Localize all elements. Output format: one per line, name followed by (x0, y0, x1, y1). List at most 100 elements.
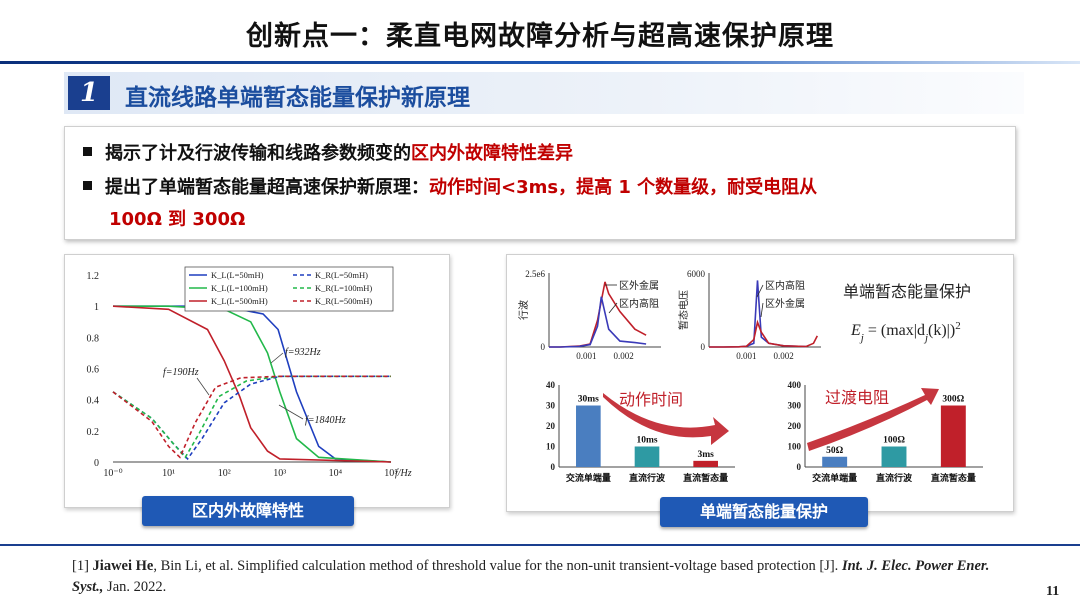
right-chart-panel: 2.5e6 0 行波 0.001 0.002 区外金属 区内高阻 6000 0 暂态电压 0.001… (506, 254, 1014, 512)
frequency-response-chart: 0 0.2 0.4 0.6 0.8 1 1.2 10⁻⁰ 10¹ 10² 10³ 10⁴ 10⁵f/Hz… (87, 266, 412, 479)
series-line (112, 305, 392, 463)
formula-part: E (850, 322, 861, 339)
slide-title: 创新点一：柔直电网故障分析与超高速保护原理 (246, 21, 834, 52)
formula-heading: 单端暂态能量保护 (843, 283, 971, 301)
legend-label: K_R(L=100mH) (315, 283, 372, 293)
y-tick-label: 0.4 (87, 396, 100, 407)
y-tick-label: 10 (546, 442, 556, 452)
section-title: 直流线路单端暂态能量保护新原理 (125, 85, 470, 111)
annotation-f932: f=932Hz (285, 347, 321, 358)
ref-author: Jiawei He (92, 558, 154, 574)
curve-label-arrow (760, 302, 764, 318)
bar (881, 446, 907, 467)
series-line (113, 305, 392, 463)
title-divider (0, 61, 1080, 64)
x-tick-label: 直流行波 (876, 472, 913, 483)
bullet-2-highlight: 动作时间<3ms，提高 1 个数量级，耐受电阻从 (429, 177, 818, 198)
chart-title: 动作时间 (619, 391, 683, 409)
y-tick-label: 200 (788, 421, 802, 431)
bullet-square-icon (83, 181, 92, 190)
y-tick-label: 0.6 (87, 365, 100, 376)
series-line (112, 375, 391, 459)
bar (634, 446, 660, 467)
section-number: 1 (68, 76, 110, 110)
y-tick-label: 300 (788, 401, 802, 411)
legend-label: K_L(L=50mH) (211, 270, 264, 280)
x-tick-label: 0.002 (774, 351, 794, 361)
x-tick-label: 0.001 (576, 351, 596, 361)
curve-label-arrow (756, 284, 764, 298)
bullet-2-text: 提出了单端暂态能量超高速保护新原理： (105, 177, 429, 198)
bar (576, 405, 601, 467)
formula-part: j (859, 332, 864, 344)
series-line (112, 375, 391, 459)
series-line (709, 319, 819, 348)
x-tick-label: 10³ (273, 468, 286, 479)
y-tick-label: 0 (541, 342, 546, 352)
formula-part: 2 (955, 320, 961, 332)
reference-citation: [1] Jiawei He, Bin Li, et al. Simplified… (72, 556, 1002, 598)
y-tick-label: 400 (788, 380, 802, 390)
x-tick-label: 10⁻⁰ (103, 468, 122, 479)
series-line (113, 305, 392, 463)
left-caption: 区内外故障特性 (142, 496, 354, 526)
series-line (112, 375, 391, 461)
y-tick-label: 20 (546, 421, 556, 431)
y-axis-label: 暂态电压 (677, 290, 690, 330)
x-tick-label: 交流单端量 (812, 472, 857, 483)
y-tick-label: 0.2 (87, 427, 100, 438)
curve-label-arrow (608, 302, 618, 314)
x-tick-label: 0.001 (736, 351, 756, 361)
x-axis-label: f/Hz (395, 468, 412, 479)
y-tick-label: 0 (551, 462, 556, 472)
bullet-1-highlight: 区内外故障特性差异 (411, 143, 573, 164)
legend-label: K_L(L=100mH) (211, 283, 268, 293)
bullet-2-continuation: 100Ω 到 300Ω (109, 209, 246, 230)
bar-data-label: 3ms (697, 450, 714, 460)
bar-data-label: 300Ω (942, 395, 964, 405)
x-tick-label: 10⁴ (329, 468, 343, 479)
annotation-leader (196, 377, 210, 396)
bar (940, 405, 966, 467)
y-tick-label: 100 (788, 442, 802, 452)
bar (822, 456, 848, 467)
x-tick-label: 10² (218, 468, 231, 479)
y-tick-label: 1.2 (87, 271, 100, 282)
y-tick-label: 0 (797, 462, 802, 472)
bar-data-label: 100Ω (883, 436, 905, 446)
x-tick-label: 直流暂态量 (931, 472, 976, 483)
chart-title: 过渡电阻 (825, 389, 889, 407)
y-top-label: 2.5e6 (525, 269, 545, 279)
annotation-f190: f=190Hz (163, 367, 199, 378)
x-tick-label: 直流暂态量 (683, 472, 728, 483)
left-chart-panel: 0 0.2 0.4 0.6 0.8 1 1.2 10⁻⁰ 10¹ 10² 10³ 10⁴ 10⁵ f/Hz… (64, 254, 450, 508)
x-tick-label: 交流单端量 (566, 472, 611, 483)
bar-data-label: 10ms (636, 436, 657, 446)
formula-part: (k)|) (928, 322, 955, 339)
y-tick-label: 0 (94, 458, 99, 469)
ref-journal: Int. J. Elec. Power Ener. Syst., (72, 558, 990, 595)
series-line (549, 296, 647, 348)
curve-label: 区外金属 (765, 297, 805, 310)
formula-part: j (923, 332, 928, 344)
bullet-box: 揭示了计及行波传输和线路参数频变的区内外故障特性差异 提出了单端暂态能量超高速保… (64, 126, 1016, 240)
footer-divider (0, 544, 1080, 546)
y-tick-label: 30 (546, 401, 556, 411)
curve-label: 区外金属 (619, 279, 659, 292)
x-tick-label: 10⁵ (384, 468, 398, 479)
formula-part: = (max|d (864, 322, 925, 339)
x-tick-label: 10¹ (162, 468, 175, 479)
bullet-square-icon (83, 147, 92, 156)
bar (693, 460, 718, 467)
legend-label: K_L(L=500mH) (211, 296, 268, 306)
y-tick-label: 0.8 (87, 333, 100, 344)
curve-label: 区内高阻 (765, 279, 805, 292)
trend-arrow (807, 388, 939, 451)
page-number: 11 (1046, 584, 1060, 599)
y-axis-label: 行波 (517, 300, 530, 320)
y-tick-label: 1 (94, 302, 99, 313)
legend-box (184, 266, 394, 312)
ref-prefix: [1] (72, 558, 93, 574)
bar-data-label: 30ms (578, 395, 599, 405)
